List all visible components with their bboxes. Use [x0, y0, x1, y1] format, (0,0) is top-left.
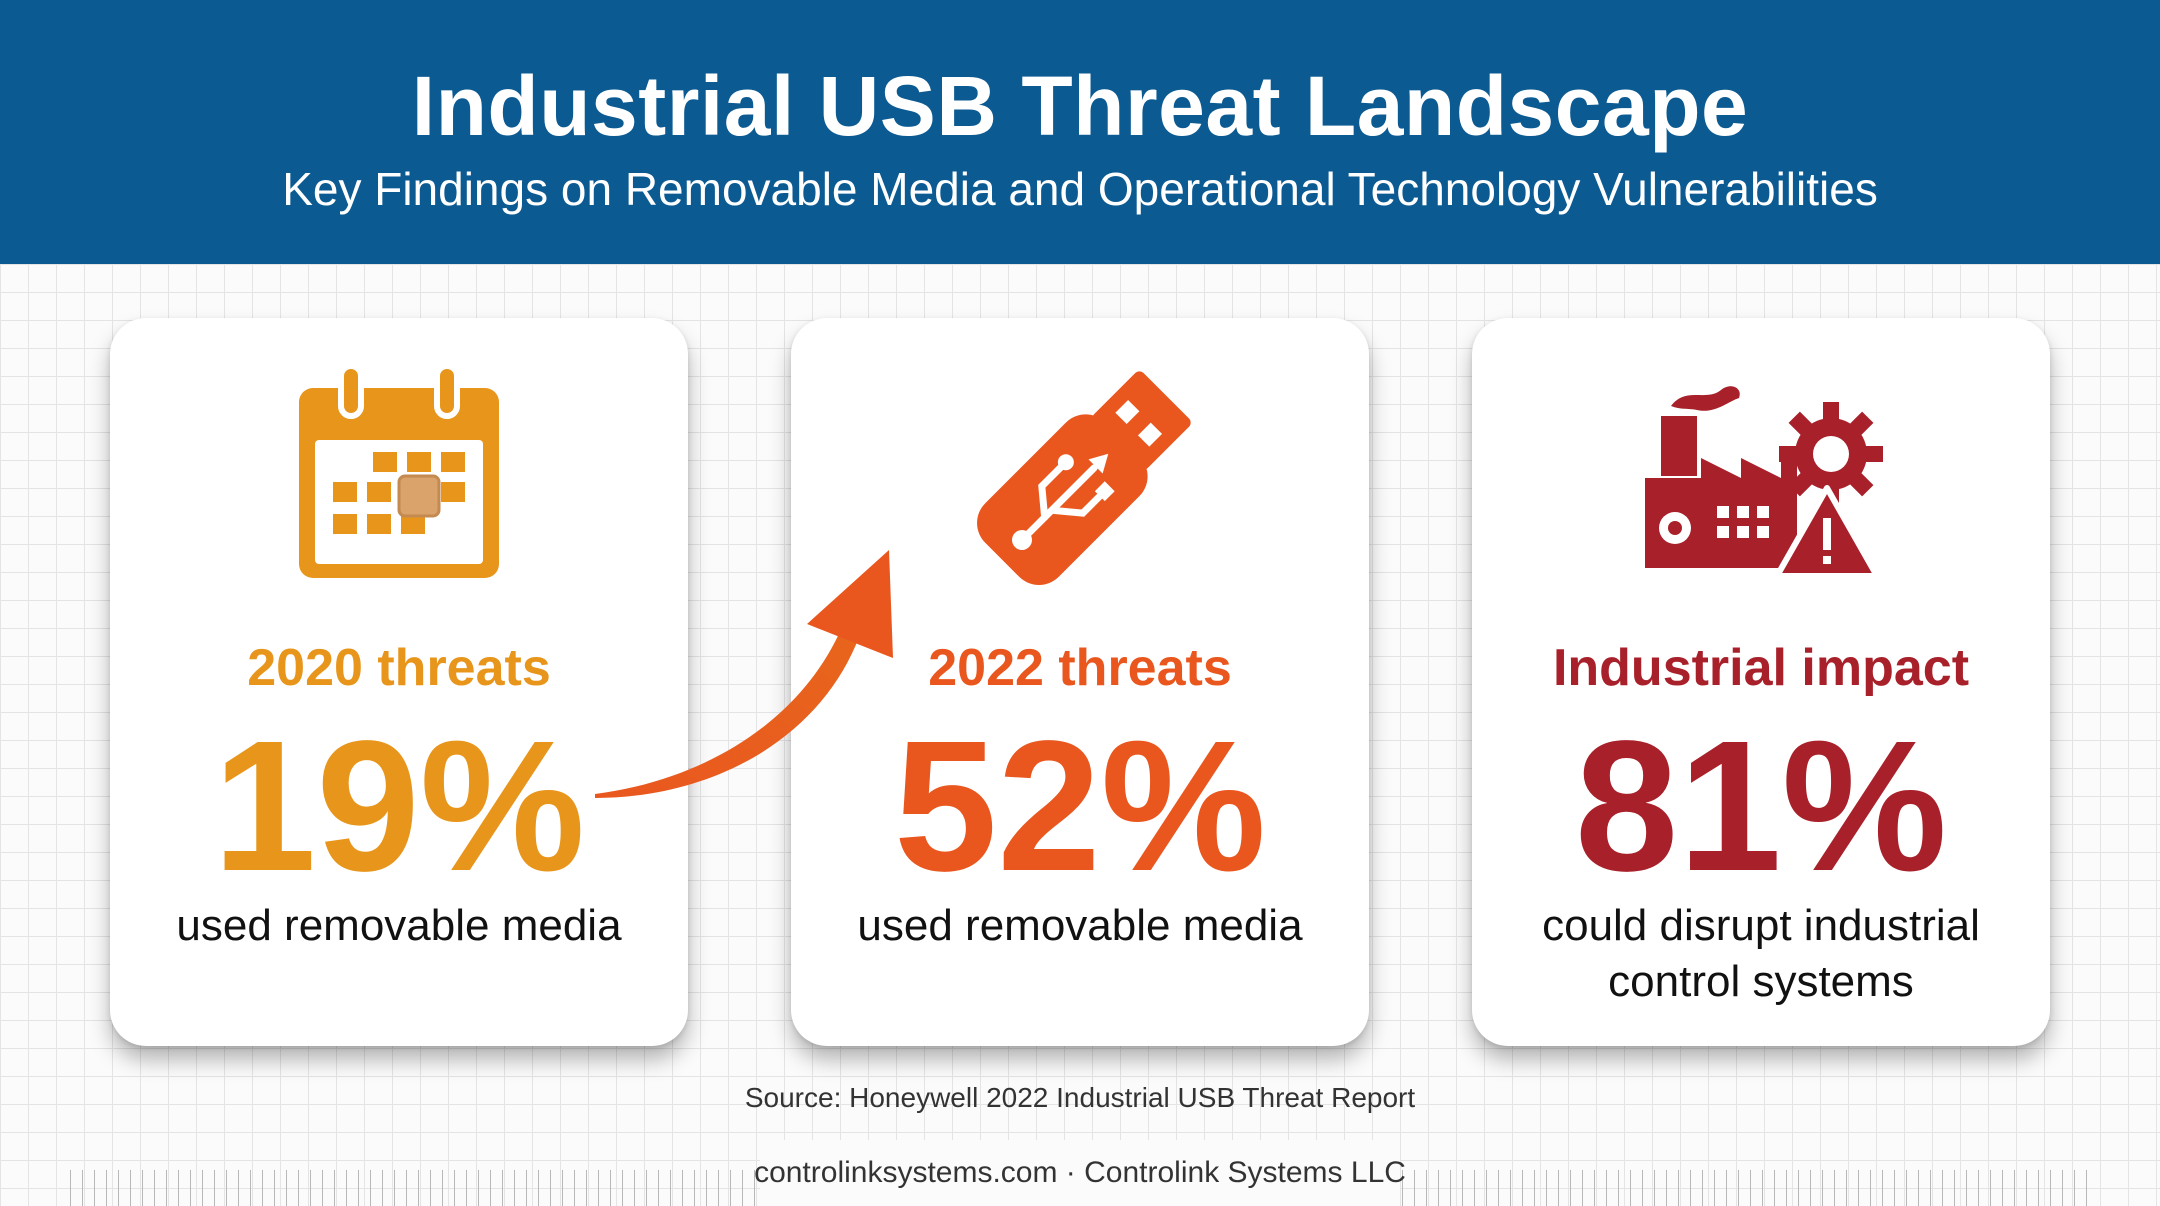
- footer-credit: controlinksystems.com · Controlink Syste…: [754, 1156, 1406, 1189]
- card-description: could disrupt industrial control systems: [1542, 901, 1980, 1006]
- stat-card-industrial: Industrial impact 81% could disrupt indu…: [1472, 318, 2050, 1046]
- card-value: 81%: [1574, 703, 1948, 910]
- card-value: 52%: [893, 703, 1267, 910]
- header-banner: Industrial USB Threat Landscape Key Find…: [0, 0, 2160, 264]
- source-citation: Source: Honeywell 2022 Industrial USB Th…: [744, 1082, 1416, 1113]
- footer-band: [760, 1140, 1400, 1206]
- calendar-icon: [299, 363, 499, 578]
- page-title: Industrial USB Threat Landscape: [411, 59, 1749, 153]
- card-label: 2020 threats: [247, 639, 551, 697]
- card-description: used removable media: [176, 901, 622, 950]
- card-value: 19%: [212, 703, 586, 910]
- factory-warning-icon: [1645, 386, 1883, 579]
- usb-drive-icon: [977, 371, 1191, 585]
- card-description: used removable media: [857, 901, 1303, 950]
- stat-card-2020: 2020 threats 19% used removable media: [110, 318, 688, 1046]
- page-subtitle: Key Findings on Removable Media and Oper…: [282, 163, 1878, 215]
- growth-arrow-icon: [595, 550, 893, 798]
- card-label: 2022 threats: [928, 639, 1232, 697]
- stat-card-2022: 2022 threats 52% used removable media: [791, 318, 1369, 1046]
- card-label: Industrial impact: [1552, 639, 1970, 697]
